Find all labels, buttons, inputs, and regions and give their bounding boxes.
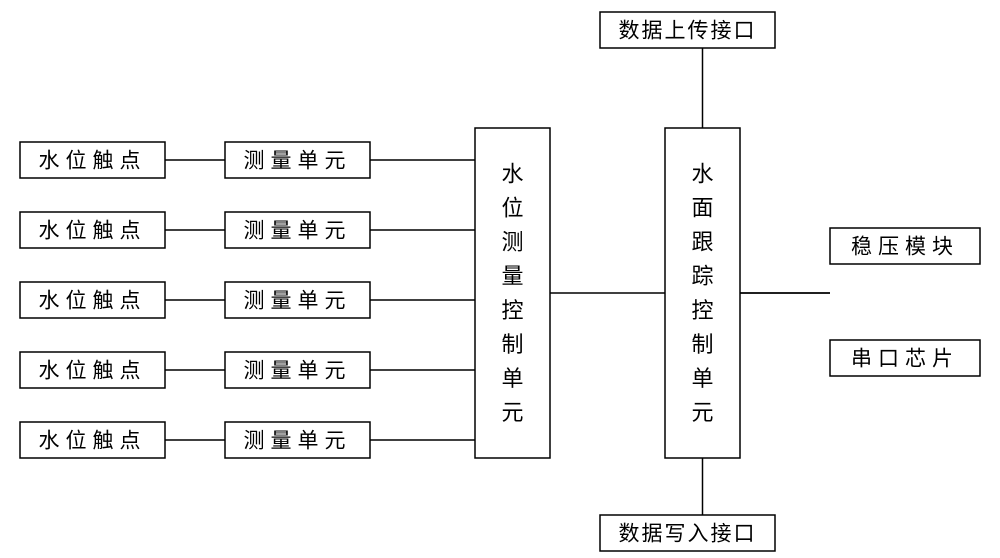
node-measure1: 测量单元 bbox=[225, 142, 370, 178]
node-contact1: 水位触点 bbox=[20, 142, 165, 178]
node-label-upload: 数据上传接口 bbox=[619, 18, 757, 42]
node-label-contact2: 水位触点 bbox=[39, 218, 147, 242]
node-measure4: 测量单元 bbox=[225, 352, 370, 388]
node-label-contact4: 水位触点 bbox=[39, 358, 147, 382]
node-label-measure1: 测量单元 bbox=[244, 148, 352, 172]
node-label-measure3: 测量单元 bbox=[244, 288, 352, 312]
node-label-measure5: 测量单元 bbox=[244, 428, 352, 452]
node-contact4: 水位触点 bbox=[20, 352, 165, 388]
node-upload: 数据上传接口 bbox=[600, 12, 775, 48]
node-label-serial: 串口芯片 bbox=[851, 346, 959, 370]
node-contact3: 水位触点 bbox=[20, 282, 165, 318]
node-label-measure2: 测量单元 bbox=[244, 218, 352, 242]
node-reg: 稳压模块 bbox=[830, 228, 980, 264]
node-measure2: 测量单元 bbox=[225, 212, 370, 248]
node-measure5: 测量单元 bbox=[225, 422, 370, 458]
node-trackctrl: 水面跟踪控制单元 bbox=[665, 128, 740, 458]
node-contact5: 水位触点 bbox=[20, 422, 165, 458]
node-label-writein: 数据写入接口 bbox=[619, 521, 757, 545]
block-diagram: 水位触点水位触点水位触点水位触点水位触点测量单元测量单元测量单元测量单元测量单元… bbox=[0, 0, 1000, 558]
node-label-reg: 稳压模块 bbox=[851, 234, 959, 258]
node-label-contact5: 水位触点 bbox=[39, 428, 147, 452]
node-label-contact3: 水位触点 bbox=[39, 288, 147, 312]
node-label-measure4: 测量单元 bbox=[244, 358, 352, 382]
node-label-contact1: 水位触点 bbox=[39, 148, 147, 172]
node-levelctrl: 水位测量控制单元 bbox=[475, 128, 550, 458]
node-writein: 数据写入接口 bbox=[600, 515, 775, 551]
node-measure3: 测量单元 bbox=[225, 282, 370, 318]
node-serial: 串口芯片 bbox=[830, 340, 980, 376]
node-contact2: 水位触点 bbox=[20, 212, 165, 248]
